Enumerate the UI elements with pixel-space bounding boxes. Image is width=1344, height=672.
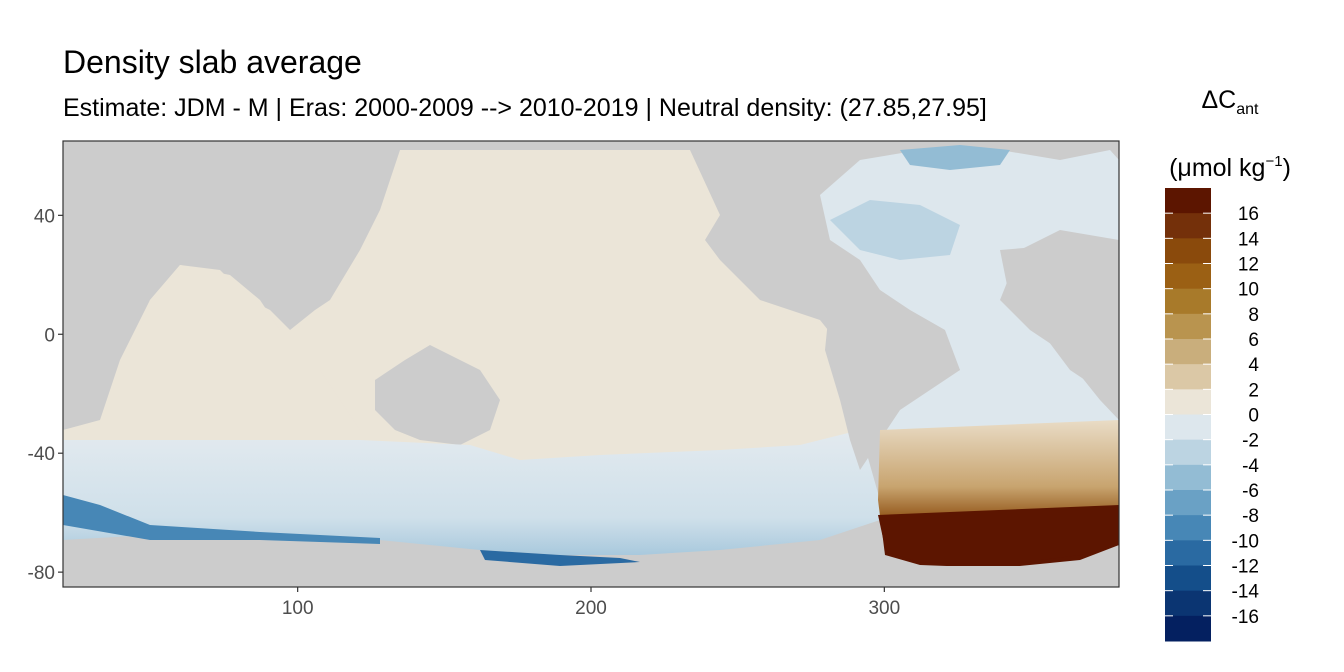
colorbar-swatch (1165, 238, 1211, 264)
x-tick-label: 300 (868, 598, 900, 619)
colorbar-swatch (1165, 490, 1211, 516)
map-panel (63, 141, 1119, 587)
x-tick-label: 100 (282, 598, 314, 619)
y-tick-label: 40 (34, 206, 55, 227)
colorbar-label: -14 (1232, 582, 1260, 603)
colorbar-label: -2 (1242, 431, 1259, 452)
colorbar-swatch (1165, 590, 1211, 617)
colorbar-label: 6 (1248, 330, 1259, 351)
indian-ocean (63, 265, 360, 440)
colorbar-label: 2 (1248, 380, 1259, 401)
colorbar-swatch (1165, 565, 1211, 592)
colorbar-label: 12 (1238, 255, 1259, 276)
colorbar-label: 0 (1248, 406, 1259, 427)
legend-subscript: ant (1236, 101, 1259, 118)
colorbar-swatch (1165, 213, 1211, 239)
colorbar-label: 16 (1238, 204, 1259, 225)
colorbar-label: 4 (1248, 355, 1259, 376)
colorbar-swatch (1165, 364, 1211, 390)
legend-symbol: ΔC (1201, 86, 1237, 114)
north-atlantic-patch (830, 200, 960, 260)
colorbar-label: -12 (1232, 557, 1259, 578)
colorbar-swatch (1165, 439, 1211, 466)
y-tick-label: 0 (44, 325, 55, 346)
colorbar-label: -6 (1242, 481, 1259, 502)
antarctic-coast-indian (63, 495, 380, 544)
antarctica-land (63, 566, 1119, 587)
colorbar-swatch (1165, 540, 1211, 566)
south-america-land (825, 290, 960, 470)
nordic-patch (900, 145, 1010, 170)
legend-unit: (μmol kg−1) (1169, 153, 1291, 182)
colorbar: 16 14 12 10 8 6 4 2 0 -2 -4 -6 -8 -10 -12 -14 -16 (1165, 188, 1259, 642)
southern-ocean (63, 430, 880, 555)
y-tick-label: -80 (28, 563, 55, 584)
colorbar-label: -4 (1242, 456, 1259, 477)
colorbar-label: -16 (1232, 607, 1259, 628)
colorbar-swatch (1165, 313, 1211, 340)
legend-title: ΔCant (μmol kg−1) (1160, 84, 1300, 184)
colorbar-label: 8 (1248, 305, 1259, 326)
chart-title: Density slab average (63, 44, 362, 80)
x-axis: 100 200 300 (282, 587, 900, 619)
colorbar-swatch (1165, 615, 1211, 642)
chart-subtitle: Estimate: JDM - M | Eras: 2000-2009 --> … (63, 94, 987, 122)
colorbar-label: -8 (1242, 506, 1259, 527)
colorbar-swatch (1165, 339, 1211, 365)
colorbar-swatch (1165, 464, 1211, 491)
colorbar-label: 14 (1238, 229, 1260, 250)
colorbar-swatch (1165, 263, 1211, 290)
colorbar-label: 10 (1238, 280, 1259, 301)
antarctic-coast-pacific (480, 550, 640, 566)
colorbar-swatch (1165, 414, 1211, 441)
colorbar-swatch (1165, 515, 1211, 541)
y-tick-label: -40 (28, 444, 55, 465)
x-tick-label: 200 (575, 598, 607, 619)
colorbar-swatch (1165, 389, 1211, 415)
y-axis: 40 0 -40 -80 (28, 206, 63, 584)
colorbar-label: -10 (1232, 531, 1259, 552)
colorbar-swatch (1165, 188, 1211, 214)
australia-land (375, 345, 500, 445)
weddell-core (878, 505, 1119, 565)
africa-land (1000, 245, 1119, 400)
colorbar-swatch (1165, 288, 1211, 315)
